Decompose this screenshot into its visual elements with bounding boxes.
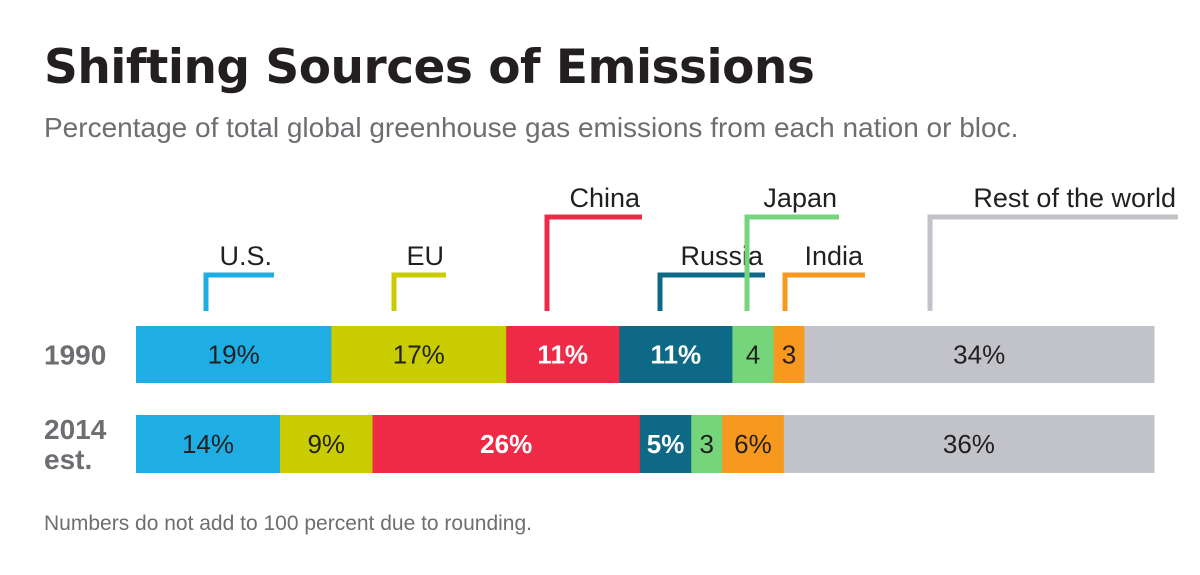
data-label-russia-1: 5% xyxy=(647,429,685,459)
category-label-1-0: 2014 xyxy=(44,414,107,445)
data-label-china-1: 26% xyxy=(480,429,532,459)
legend-bracket-india xyxy=(782,272,865,311)
legend-label-india: India xyxy=(804,241,864,271)
bar-rest-1 xyxy=(783,415,1155,473)
bar-eu-1 xyxy=(279,415,374,473)
chart-title: Shifting Sources of Emissions xyxy=(44,40,815,95)
bar-china-0 xyxy=(506,326,620,383)
data-label-rest-0: 34% xyxy=(953,340,1005,370)
legend-bracket-rest xyxy=(927,214,1178,311)
legend-label-us: U.S. xyxy=(219,241,272,271)
bar-india-1 xyxy=(722,415,785,473)
bar-us-1 xyxy=(136,415,281,473)
data-label-india-1: 6% xyxy=(734,429,772,459)
bar-japan-1 xyxy=(691,415,723,473)
legend-label-eu: EU xyxy=(406,241,444,271)
bar-us-0 xyxy=(136,326,332,383)
bar-eu-0 xyxy=(331,326,507,383)
data-label-india-0: 3 xyxy=(782,340,796,370)
data-label-eu-0: 17% xyxy=(393,340,445,370)
data-label-russia-0: 11% xyxy=(651,340,702,370)
legend-bracket-russia xyxy=(657,272,765,311)
bar-rest-0 xyxy=(804,326,1155,383)
data-label-eu-1: 9% xyxy=(307,429,345,459)
data-label-japan-1: 3 xyxy=(699,429,713,459)
bar-india-0 xyxy=(773,326,805,383)
legend-bracket-china xyxy=(544,214,642,311)
data-label-us-0: 19% xyxy=(208,340,260,370)
legend-label-china: China xyxy=(569,183,641,213)
data-label-china-0: 11% xyxy=(537,340,588,370)
data-label-japan-0: 4 xyxy=(746,340,760,370)
legend-bracket-japan xyxy=(744,214,839,311)
bar-russia-0 xyxy=(619,326,733,383)
chart-subtitle: Percentage of total global greenhouse ga… xyxy=(44,112,1019,143)
legend-label-rest: Rest of the world xyxy=(973,183,1176,213)
data-label-us-1: 14% xyxy=(182,429,234,459)
footnote: Numbers do not add to 100 percent due to… xyxy=(44,512,533,535)
legend-label-japan: Japan xyxy=(763,183,837,213)
data-label-rest-1: 36% xyxy=(943,429,995,459)
legend-bracket-us xyxy=(203,272,274,311)
category-label-0-0: 1990 xyxy=(44,340,106,371)
bar-japan-0 xyxy=(732,326,775,383)
bar-china-1 xyxy=(372,415,641,473)
bar-russia-1 xyxy=(639,415,692,473)
legend-label-russia: Russia xyxy=(680,241,764,271)
category-label-1-1: est. xyxy=(44,444,92,475)
legend-bracket-eu xyxy=(391,272,446,311)
